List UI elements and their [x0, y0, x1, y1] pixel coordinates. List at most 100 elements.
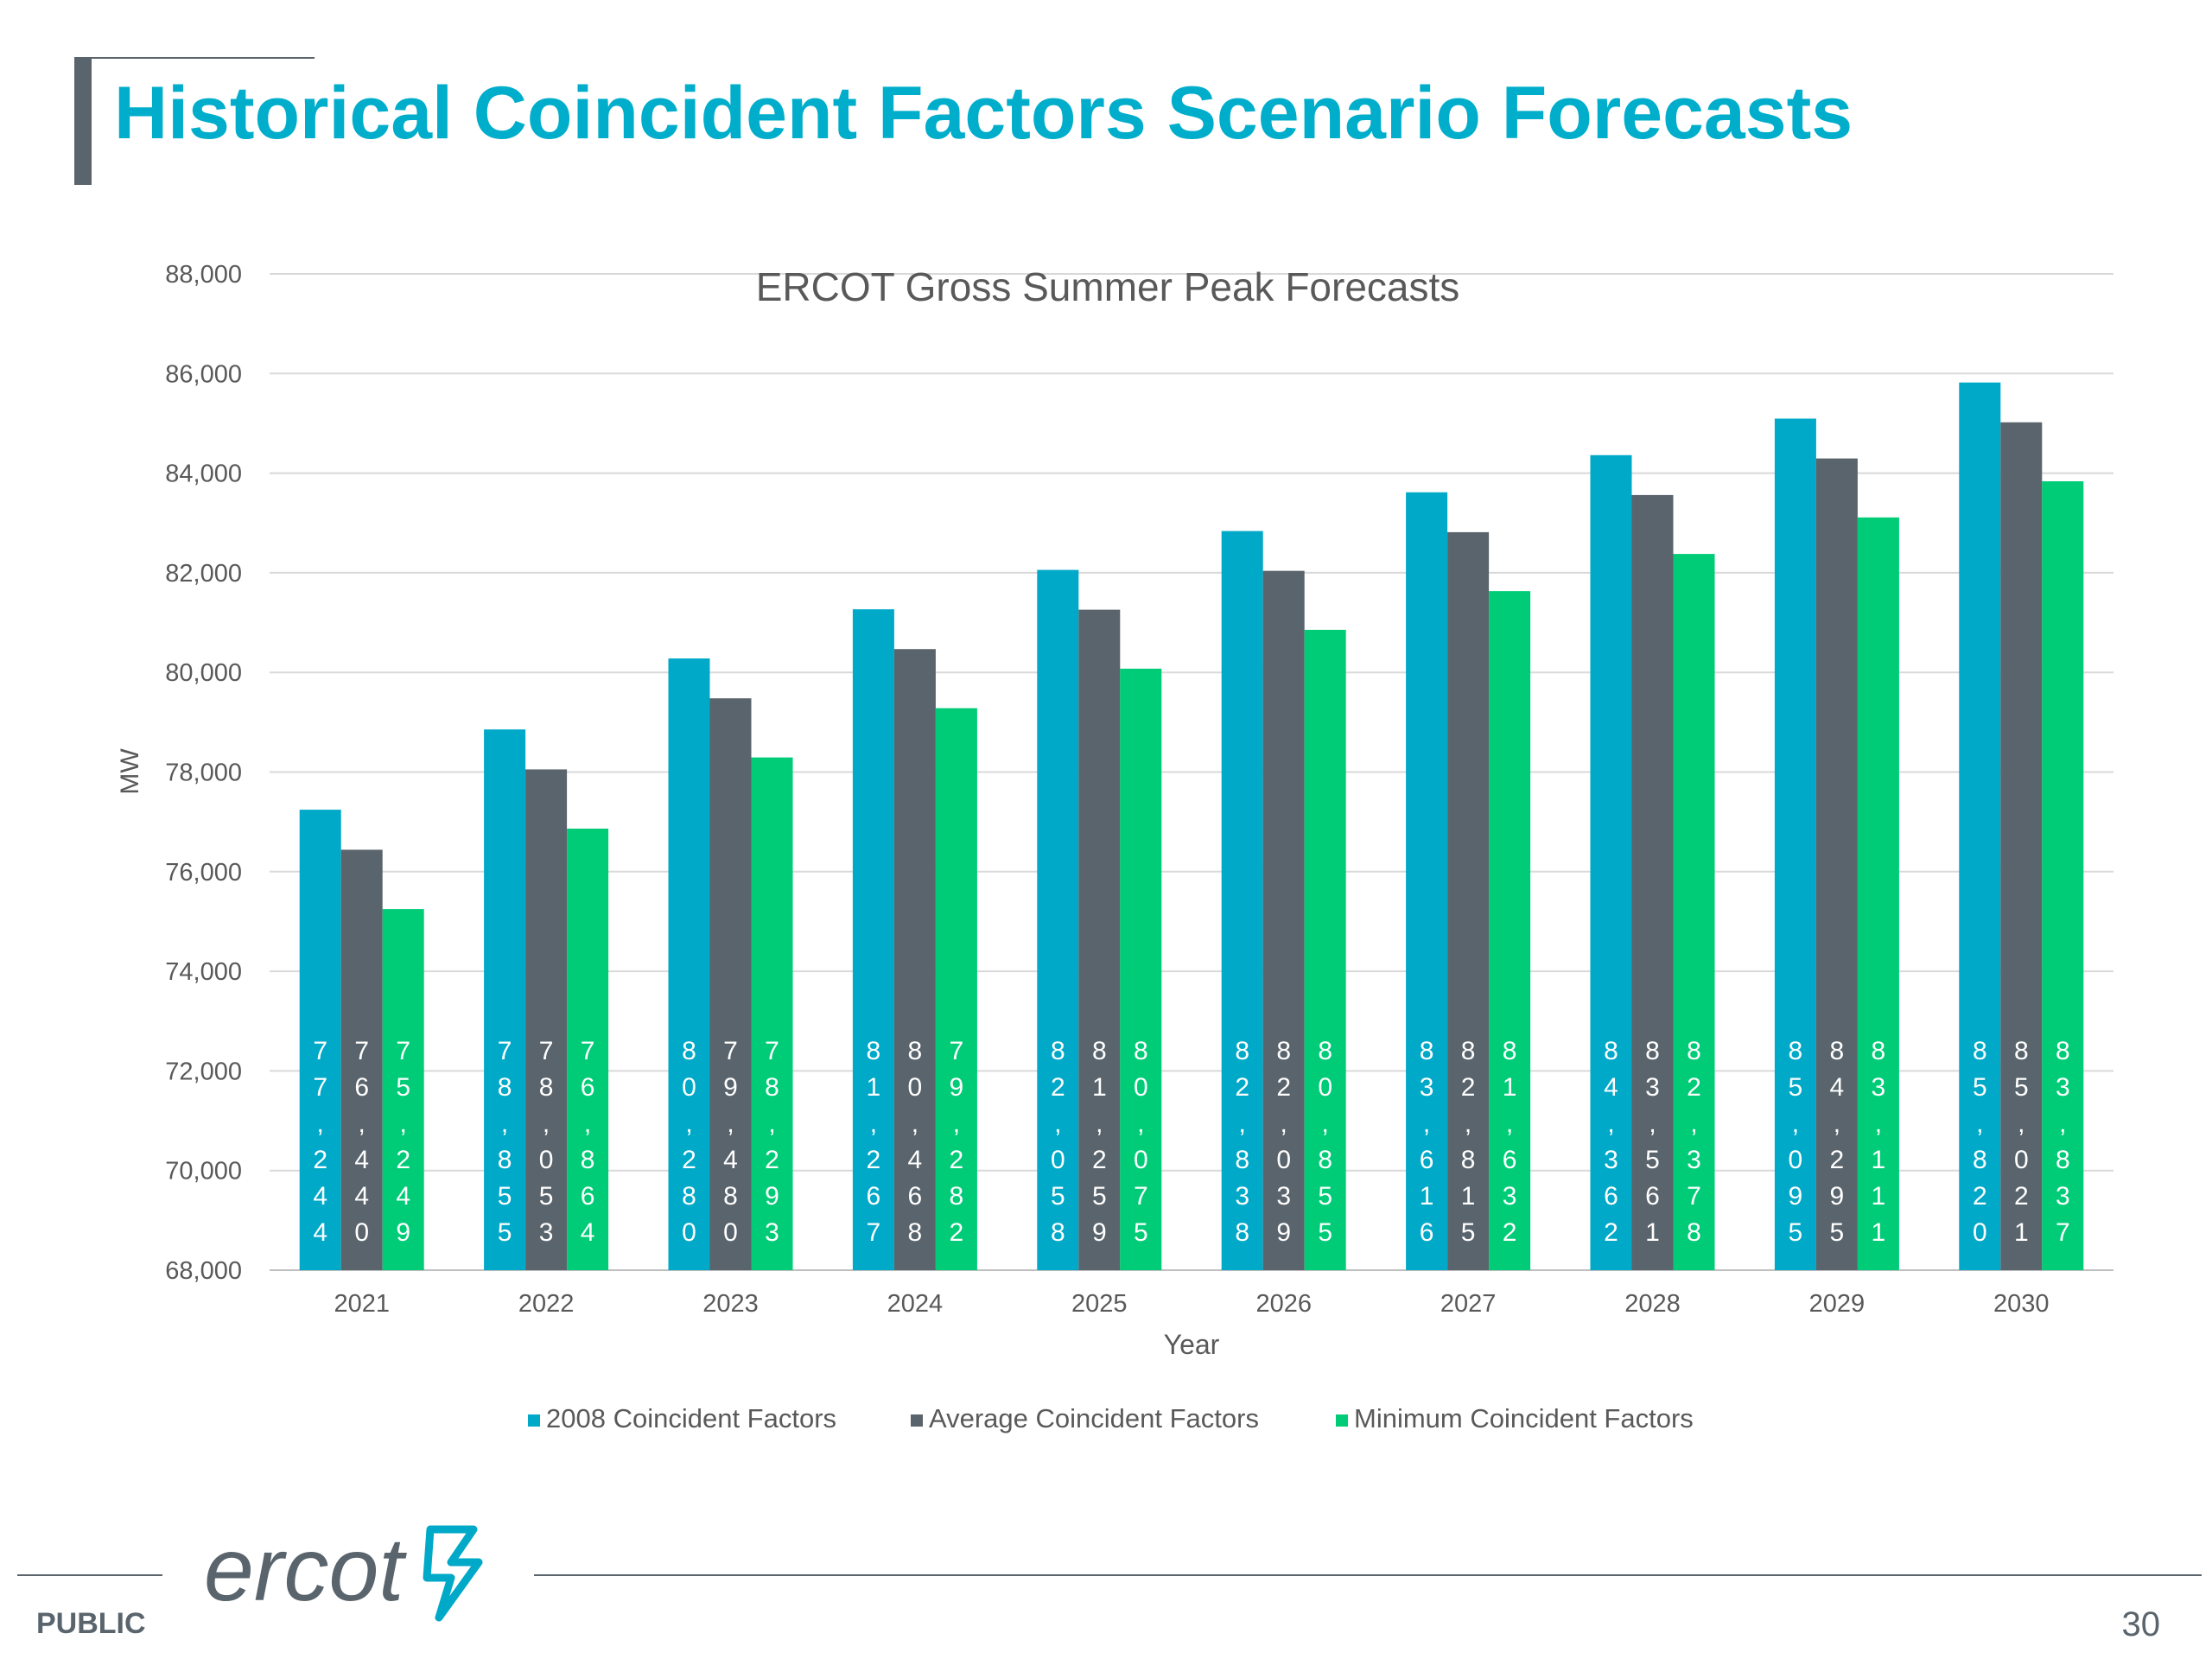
y-tick-label: 70,000 [165, 1158, 242, 1185]
ercot-logo-wordmark: ercot [204, 1521, 407, 1620]
y-tick-label: 88,000 [165, 261, 242, 289]
legend-label: Average Coincident Factors [929, 1403, 1259, 1433]
bar [1774, 418, 1816, 1270]
bar [1037, 569, 1079, 1270]
bar [1262, 570, 1305, 1270]
x-tick-label: 2025 [1071, 1290, 1128, 1318]
legend-swatch [528, 1414, 540, 1427]
x-tick-label: 2027 [1440, 1290, 1497, 1318]
bar [668, 658, 710, 1270]
x-tick-label: 2021 [334, 1290, 390, 1318]
chart-title: ERCOT Gross Summer Peak Forecasts [756, 264, 1460, 309]
bar [852, 609, 894, 1270]
ercot-logo: ercot [204, 1521, 483, 1622]
y-tick-label: 74,000 [165, 958, 242, 986]
bar [1489, 591, 1531, 1270]
y-tick-label: 76,000 [165, 859, 242, 887]
bar [1673, 554, 1715, 1270]
legend-swatch [1336, 1414, 1348, 1427]
title-accent-bar [74, 57, 92, 185]
bar [1221, 531, 1263, 1270]
bar [567, 828, 609, 1270]
bar [1590, 454, 1632, 1270]
bar [893, 649, 936, 1270]
legend-label: Minimum Coincident Factors [1354, 1403, 1694, 1433]
y-axis-label: MW [116, 748, 144, 795]
bar [1815, 458, 1858, 1270]
footer-divider-left [17, 1574, 162, 1576]
y-tick-label: 78,000 [165, 760, 242, 787]
title-accent-line [74, 57, 315, 59]
footer-divider-right [534, 1574, 2202, 1576]
x-tick-label: 2022 [518, 1290, 575, 1318]
bar-chart: 68,000 70,000 72,000 74,000 76,000 78,000 80,0… [116, 261, 2113, 1433]
x-tick-label: 2026 [1255, 1290, 1312, 1318]
bar [382, 909, 424, 1270]
bar [484, 729, 526, 1270]
y-tick-label: 84,000 [165, 461, 242, 488]
bar [751, 757, 793, 1270]
bar [1631, 494, 1674, 1270]
bar [935, 708, 977, 1270]
bar [1857, 517, 1899, 1270]
bar [2000, 422, 2043, 1270]
slide-title: Historical Coincident Factors Scenario F… [114, 72, 1853, 155]
x-tick-label: 2024 [887, 1290, 944, 1318]
bar [299, 810, 341, 1270]
bar [1078, 609, 1121, 1270]
y-tick-label: 82,000 [165, 560, 242, 588]
x-tick-label: 2030 [1993, 1290, 2050, 1318]
y-tick-label: 80,000 [165, 659, 242, 687]
bar [709, 698, 752, 1270]
bar [1959, 382, 2001, 1270]
x-tick-label: 2023 [702, 1290, 759, 1318]
classification-label: PUBLIC [36, 1607, 146, 1640]
bar [340, 849, 383, 1270]
x-tick-label: 2029 [1809, 1290, 1866, 1318]
bar [1304, 629, 1346, 1270]
x-axis-label: Year [1164, 1329, 1220, 1360]
bar [1406, 492, 1448, 1270]
bar [525, 769, 568, 1270]
y-tick-label: 72,000 [165, 1058, 242, 1085]
legend-label: 2008 Coincident Factors [546, 1403, 836, 1433]
y-tick-label: 86,000 [165, 360, 242, 388]
bar [1120, 668, 1162, 1270]
page-number: 30 [2121, 1605, 2161, 1643]
x-tick-label: 2028 [1624, 1290, 1681, 1318]
bar [1447, 531, 1490, 1270]
bar [2042, 480, 2084, 1270]
y-tick-label: 68,000 [165, 1257, 242, 1285]
legend-swatch [911, 1414, 923, 1427]
